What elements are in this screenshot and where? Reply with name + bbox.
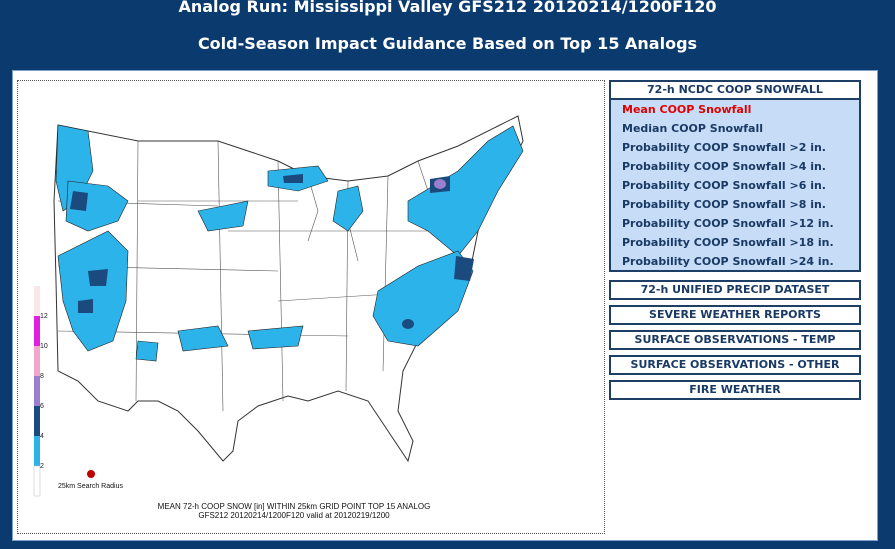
scale-label: 2 (40, 463, 44, 470)
fire-weather-button[interactable]: FIRE WEATHER (609, 380, 861, 400)
snowfall-options-list: Mean COOP Snowfall Median COOP Snowfall … (609, 100, 861, 272)
option-prob-8in[interactable]: Probability COOP Snowfall >8 in. (622, 198, 826, 211)
page-subtitle: Cold-Season Impact Guidance Based on Top… (197, 34, 698, 53)
state-lines (57, 140, 439, 412)
snowfall-shading (55, 124, 524, 362)
option-mean-snowfall[interactable]: Mean COOP Snowfall (622, 103, 752, 116)
snowfall-map: 12 10 8 6 4 2 25km Search Radius MEAN 72… (17, 80, 605, 534)
precip-dataset-button[interactable]: 72-h UNIFIED PRECIP DATASET (609, 280, 861, 300)
page-title: Analog Run: Mississippi Valley GFS212 20… (178, 0, 717, 16)
severe-weather-button[interactable]: SEVERE WEATHER REPORTS (609, 305, 861, 325)
surface-temp-button[interactable]: SURFACE OBSERVATIONS - TEMP (609, 330, 861, 350)
search-radius-dot (87, 470, 95, 478)
scale-label: 10 (40, 343, 48, 350)
search-radius-label: 25km Search Radius (58, 483, 123, 490)
option-prob-24in[interactable]: Probability COOP Snowfall >24 in. (622, 255, 834, 268)
option-median-snowfall[interactable]: Median COOP Snowfall (622, 122, 764, 135)
scale-label: 12 (40, 313, 48, 320)
snowfall-header-button[interactable]: 72-h NCDC COOP SNOWFALL (609, 80, 861, 100)
scale-label: 8 (40, 373, 44, 380)
option-prob-18in[interactable]: Probability COOP Snowfall >18 in. (622, 236, 834, 249)
content-panel: 12 10 8 6 4 2 25km Search Radius MEAN 72… (12, 70, 878, 541)
option-prob-12in[interactable]: Probability COOP Snowfall >12 in. (622, 217, 834, 230)
scale-label: 4 (40, 433, 44, 440)
scale-label: 6 (40, 403, 44, 410)
surface-other-button[interactable]: SURFACE OBSERVATIONS - OTHER (609, 355, 861, 375)
color-scale (33, 286, 41, 497)
option-prob-6in[interactable]: Probability COOP Snowfall >6 in. (622, 179, 826, 192)
option-prob-4in[interactable]: Probability COOP Snowfall >4 in. (622, 160, 826, 173)
map-caption-valid: GFS212 20120214/1200F120 valid at 201202… (198, 511, 390, 520)
option-prob-2in[interactable]: Probability COOP Snowfall >2 in. (622, 141, 826, 154)
map-caption: MEAN 72-h COOP SNOW [in] WITHIN 25km GRI… (157, 502, 431, 511)
map-svg (33, 115, 524, 497)
